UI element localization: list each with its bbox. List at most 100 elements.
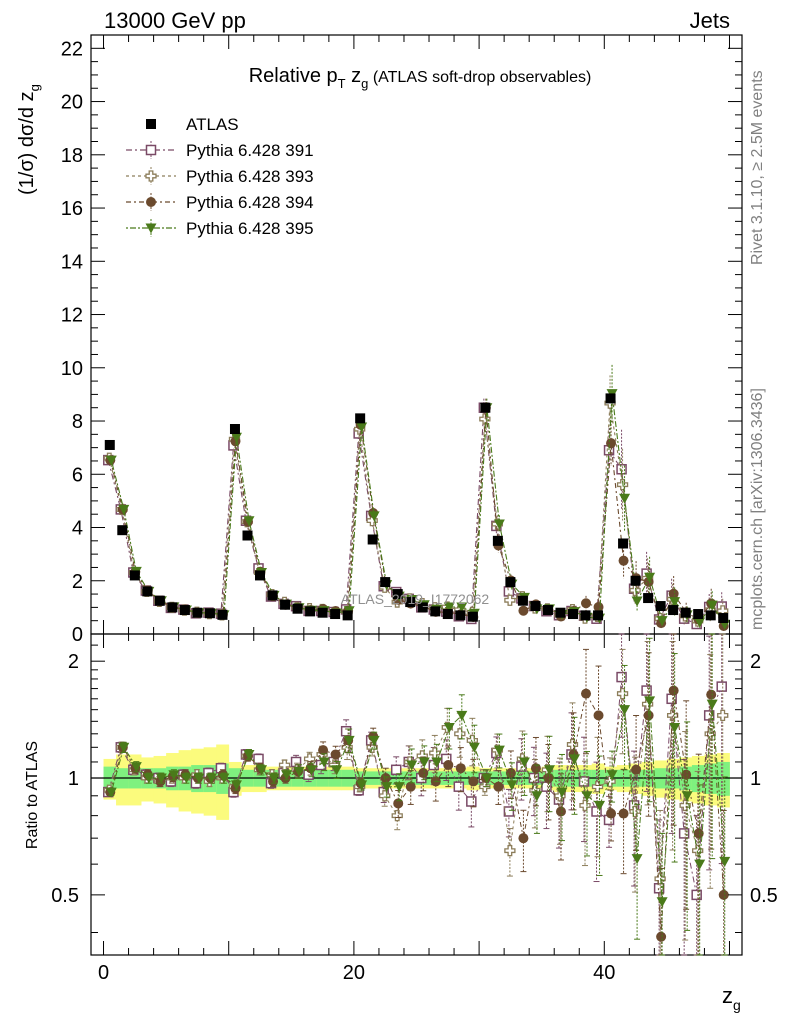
ratio-point-s391 [716, 681, 727, 692]
point-s395 [105, 455, 117, 466]
ratio-point-s394 [493, 781, 504, 792]
ratio-point-s394 [656, 931, 667, 942]
ratio-point-s394 [418, 768, 429, 779]
main-axes: 0 2 4 6 8 10 12 14 16 18 20 22 [61, 35, 742, 646]
point-atlas [705, 610, 716, 621]
point-atlas [305, 606, 316, 617]
ratio-point-s395 [306, 765, 318, 776]
ratio-point-s395 [130, 762, 142, 773]
point-atlas [718, 613, 729, 624]
ratio-point-s391 [528, 772, 540, 784]
main-data-layer [103, 364, 731, 632]
point-atlas [442, 609, 453, 620]
ratio-point-s395 [318, 757, 330, 768]
point-atlas [505, 577, 516, 588]
ratio-point-s393 [303, 753, 316, 765]
point-atlas [154, 595, 165, 606]
ratio-point-s395 [568, 754, 580, 765]
point-s395 [443, 602, 455, 613]
ratio-point-s394 [468, 776, 479, 787]
ratio-point-s395 [669, 722, 681, 733]
mcplots-label: mcplots.cern.ch [arXiv:1306.3436] [749, 388, 766, 630]
point-atlas [129, 570, 140, 581]
ratio-panel-frame [90, 633, 743, 956]
point-s395 [706, 600, 718, 611]
point-atlas [255, 570, 266, 581]
legend-label: Pythia 6.428 395 [186, 219, 314, 238]
point-atlas [492, 535, 503, 546]
y-tick-label: 2 [72, 571, 83, 593]
point-s394 [518, 605, 529, 616]
ratio-point-s395 [281, 770, 293, 781]
point-atlas [467, 611, 478, 622]
point-s394 [593, 601, 604, 612]
legend-marker [145, 170, 157, 182]
ratio-point-s395 [656, 897, 668, 908]
point-atlas [192, 607, 203, 618]
ratio-point-s395 [431, 757, 443, 768]
point-atlas [167, 602, 178, 613]
ratio-point-s393 [379, 790, 391, 802]
point-atlas [417, 602, 428, 613]
ratio-point-s395 [481, 773, 493, 784]
ratio-point-s395 [418, 757, 430, 768]
ratio-point-s395 [118, 742, 130, 753]
point-s395 [118, 504, 130, 515]
ratio-point-s395 [180, 773, 192, 784]
y-axis-label-sub: g [27, 84, 42, 91]
ratio-point-s395 [343, 735, 355, 746]
point-atlas [380, 577, 391, 588]
ratio-point-s395 [631, 854, 643, 865]
ratio-point-s394 [380, 773, 391, 784]
ratio-panel: 0.5 0.5 1 1 2 2 Ratio to ATLAS [24, 633, 778, 956]
ratio-point-s394 [455, 763, 466, 774]
series-line-s395 [110, 393, 726, 625]
point-atlas [117, 525, 128, 536]
ratio-data-layer [103, 633, 731, 956]
ratio-point-s393 [454, 728, 466, 740]
point-atlas [229, 424, 240, 435]
ratio-tick-label-left: 0.5 [51, 885, 79, 907]
x-tick-label: 40 [593, 962, 615, 984]
ratio-point-s395 [243, 749, 255, 760]
ratio-point-s395 [543, 765, 555, 776]
ratio-point-s395 [456, 710, 468, 721]
ratio-point-s391 [503, 806, 515, 817]
point-atlas [330, 609, 341, 620]
ratio-point-s394 [618, 808, 629, 819]
point-s394 [606, 438, 617, 449]
ratio-axes: 0.5 0.5 1 1 2 2 [51, 634, 778, 955]
point-s394 [668, 588, 679, 599]
ratio-tick-label-left: 2 [68, 651, 79, 673]
ratio-point-s391 [678, 828, 690, 839]
point-atlas [517, 595, 528, 606]
ratio-point-s395 [230, 780, 242, 791]
ratio-point-s394 [405, 781, 416, 792]
ratio-point-s395 [644, 696, 656, 707]
y-axis-label-main: (1/σ) dσ/d z [16, 91, 38, 195]
ratio-point-s391 [653, 883, 665, 894]
ratio-point-s394 [530, 763, 541, 774]
legend-marker [146, 119, 156, 129]
point-atlas [430, 606, 441, 617]
ratio-point-s394 [543, 773, 554, 784]
ratio-point-s391 [466, 796, 477, 807]
watermark: ATLAS_2019_I1772062 [341, 591, 490, 607]
point-atlas [392, 589, 403, 600]
point-atlas [204, 608, 215, 619]
x-axis-label: zg [722, 983, 741, 1013]
ratio-point-s395 [606, 770, 618, 781]
ratio-point-s394 [318, 745, 329, 756]
band-inner [716, 761, 730, 796]
ratio-point-s391 [390, 764, 402, 776]
point-atlas [668, 605, 679, 616]
y-tick-label: 14 [61, 251, 83, 273]
legend-label: Pythia 6.428 394 [186, 193, 314, 212]
ratio-point-s394 [330, 749, 341, 760]
ratio-point-s395 [556, 787, 568, 798]
title-main: Relative p [249, 65, 338, 87]
point-atlas [530, 601, 541, 612]
header-right: Jets [690, 8, 730, 33]
